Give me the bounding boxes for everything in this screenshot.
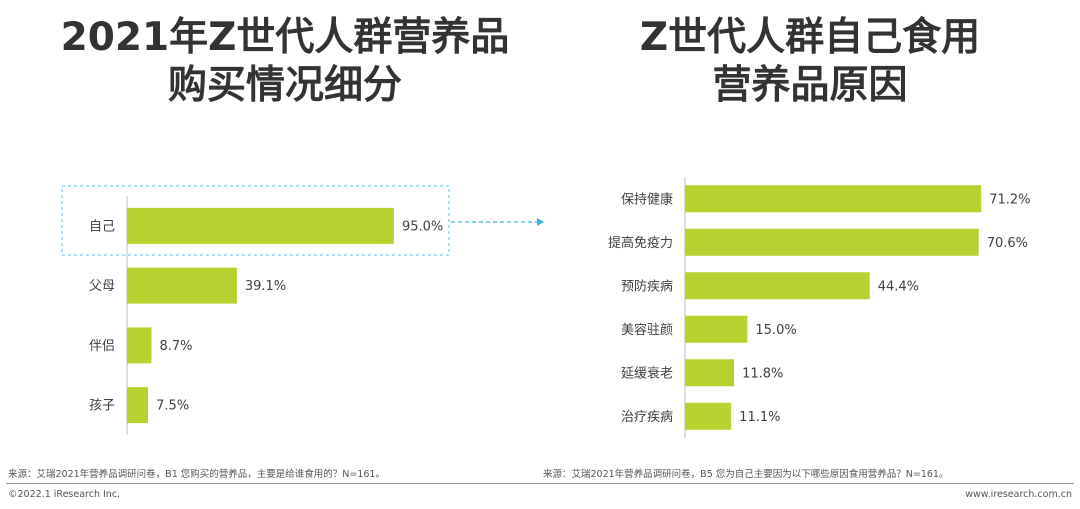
- value-label: 39.1%: [245, 279, 286, 294]
- value-label: 95.0%: [402, 219, 443, 234]
- right-title-line-1: Z世代人群自己食用: [639, 15, 981, 60]
- right-bar-chart: 保持健康 71.2% 提高免疫力 70.6% 预防疾病 44.4% 美容驻颜 15.0% 延缓衰…: [608, 177, 1031, 438]
- bar-1-5: [685, 402, 732, 430]
- highlight-box: [61, 185, 450, 256]
- category-label: 预防疾病: [621, 278, 673, 294]
- value-label: 71.2%: [989, 192, 1030, 207]
- category-label: 美容驻颜: [621, 322, 673, 338]
- right-chart-title: Z世代人群自己食用 营养品原因: [560, 14, 1060, 110]
- category-label: 伴侣: [89, 339, 115, 354]
- bar-0-3: [127, 387, 149, 424]
- category-label: 提高免疫力: [608, 235, 673, 251]
- left-source-note: 来源：艾瑞2021年营养品调研问卷，B1 您购买的营养品，主要是给谁食用的？N=…: [8, 469, 385, 480]
- bar-1-3: [685, 315, 748, 343]
- category-label: 延缓衰老: [621, 365, 673, 381]
- right-title-line-2: 营养品原因: [712, 63, 908, 108]
- category-label: 父母: [89, 279, 115, 294]
- left-bar-chart: 自己 95.0% 父母 39.1% 伴侣 8.7% 孩子 7.5%: [89, 196, 443, 435]
- value-label: 11.1%: [739, 410, 780, 425]
- bar-0-2: [127, 327, 152, 364]
- left-chart-title: 2021年Z世代人群营养品 购买情况细分: [30, 14, 540, 110]
- bar-1-2: [685, 272, 870, 300]
- copyright-text: ©2022.1 iResearch Inc.: [8, 489, 121, 500]
- left-title-line-1: 2021年Z世代人群营养品: [60, 15, 510, 60]
- bar-0-1: [127, 267, 237, 304]
- bar-1-1: [685, 228, 979, 256]
- right-source-note: 来源：艾瑞2021年营养品调研问卷，B5 您为自己主要因为以下哪些原因食用营养品…: [543, 469, 949, 480]
- value-label: 70.6%: [987, 236, 1028, 251]
- value-label: 7.5%: [156, 399, 189, 414]
- bar-1-4: [685, 359, 735, 387]
- value-label: 15.0%: [755, 323, 796, 338]
- value-label: 44.4%: [878, 279, 919, 294]
- category-label: 孩子: [89, 399, 115, 414]
- website-text: www.iresearch.com.cn: [965, 489, 1072, 500]
- value-label: 11.8%: [742, 366, 783, 381]
- category-label: 保持健康: [621, 191, 673, 207]
- footer-divider: [6, 483, 1074, 484]
- bar-0-0: [127, 207, 394, 244]
- category-label: 治疗疾病: [621, 410, 673, 425]
- bar-1-0: [685, 185, 982, 213]
- left-title-line-2: 购买情况细分: [167, 63, 402, 108]
- category-label: 自己: [89, 219, 115, 234]
- annotations: [61, 185, 544, 256]
- value-label: 8.7%: [159, 339, 192, 354]
